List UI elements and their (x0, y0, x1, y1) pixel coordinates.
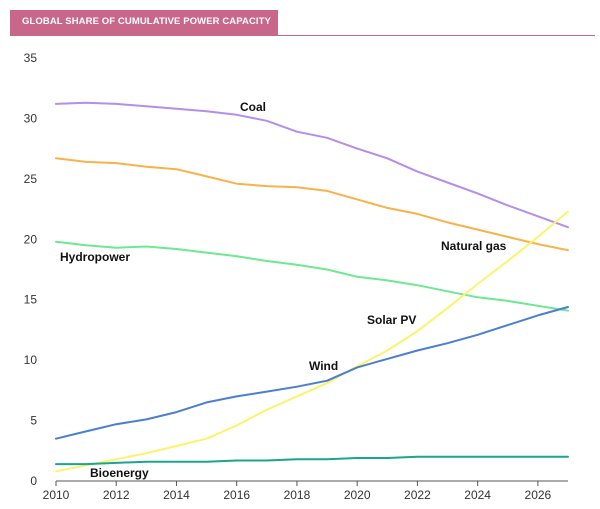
header-divider (10, 35, 595, 36)
series-label-wind: Wind (309, 359, 338, 373)
y-tick-label: 10 (24, 353, 38, 367)
series-line-wind (55, 306, 569, 440)
series-line-coal (55, 101, 569, 229)
y-tick-label: 35 (24, 51, 38, 65)
y-tick-label: 15 (24, 293, 38, 307)
x-tick-label: 2018 (284, 488, 311, 502)
series-label-solar-pv: Solar PV (367, 313, 416, 327)
y-tick-label: 0 (30, 474, 37, 488)
x-tick-label: 2024 (464, 488, 491, 502)
y-axis: 0 5 10 15 20 25 30 35 (24, 51, 38, 488)
x-tick-label: 2022 (404, 488, 431, 502)
series-label-hydropower: Hydropower (60, 250, 130, 264)
y-tick-label: 20 (24, 232, 38, 246)
x-tick-label: 2026 (525, 488, 552, 502)
x-tick-label: 2020 (344, 488, 371, 502)
x-tick-label: 2016 (223, 488, 250, 502)
x-tick-label: 2010 (43, 488, 70, 502)
x-tick-label: 2014 (163, 488, 190, 502)
y-tick-label: 30 (24, 111, 38, 125)
series-label-bioenergy: Bioenergy (90, 466, 149, 480)
series-lines (55, 101, 569, 473)
y-tick-label: 25 (24, 172, 38, 186)
series-line-solar-pv (55, 210, 569, 473)
series-label-coal: Coal (240, 100, 266, 114)
header-band (10, 10, 278, 36)
series-line-bioenergy (55, 455, 569, 466)
x-tick-label: 2012 (103, 488, 130, 502)
y-tick-label: 5 (30, 414, 37, 428)
series-line-hydropower (55, 240, 569, 312)
series-label-natural-gas: Natural gas (441, 239, 507, 253)
chart-title: GLOBAL SHARE OF CUMULATIVE POWER CAPACIT… (22, 16, 271, 27)
series-line-natural-gas (55, 157, 569, 252)
x-axis: 2010 2012 2014 2016 2018 2020 2022 2024 2026 (43, 480, 568, 502)
series-labels: Coal Natural gas Hydropower Solar PV Wind Bio… (60, 100, 507, 480)
